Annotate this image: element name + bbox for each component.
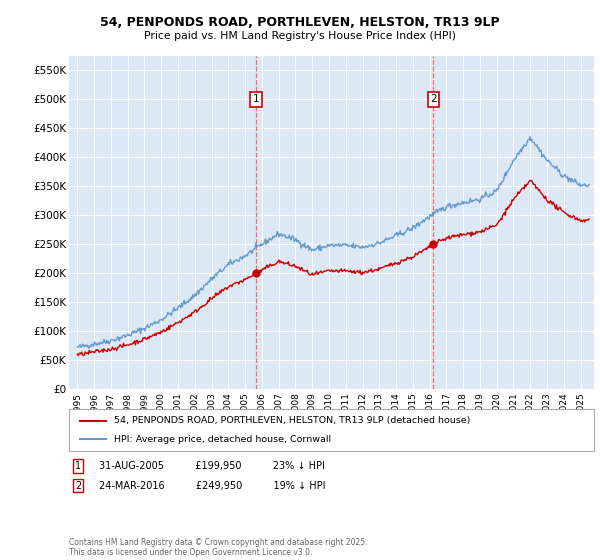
Text: 54, PENPONDS ROAD, PORTHLEVEN, HELSTON, TR13 9LP (detached house): 54, PENPONDS ROAD, PORTHLEVEN, HELSTON, … [113, 416, 470, 425]
Text: 2: 2 [430, 95, 437, 105]
Text: Contains HM Land Registry data © Crown copyright and database right 2025.
This d: Contains HM Land Registry data © Crown c… [69, 538, 367, 557]
FancyBboxPatch shape [69, 409, 594, 451]
Text: 24-MAR-2016          £249,950          19% ↓ HPI: 24-MAR-2016 £249,950 19% ↓ HPI [99, 480, 325, 491]
Text: 2: 2 [75, 480, 81, 491]
Text: 54, PENPONDS ROAD, PORTHLEVEN, HELSTON, TR13 9LP: 54, PENPONDS ROAD, PORTHLEVEN, HELSTON, … [100, 16, 500, 29]
Text: Price paid vs. HM Land Registry's House Price Index (HPI): Price paid vs. HM Land Registry's House … [144, 31, 456, 41]
Text: 1: 1 [253, 95, 260, 105]
Text: 31-AUG-2005          £199,950          23% ↓ HPI: 31-AUG-2005 £199,950 23% ↓ HPI [99, 461, 325, 471]
Text: 1: 1 [75, 461, 81, 471]
Text: HPI: Average price, detached house, Cornwall: HPI: Average price, detached house, Corn… [113, 435, 331, 444]
